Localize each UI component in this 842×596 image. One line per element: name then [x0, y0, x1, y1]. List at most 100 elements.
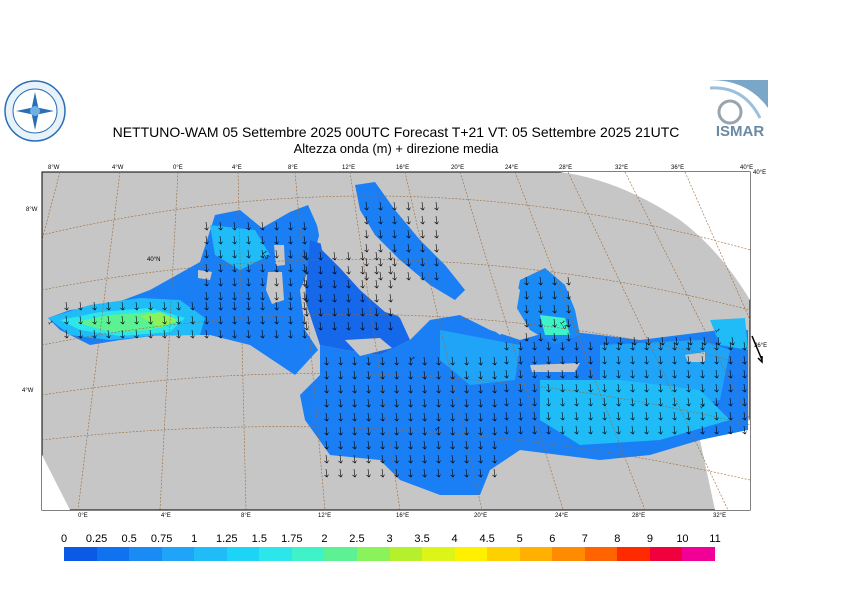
direction-arrow [408, 370, 413, 380]
direction-arrow [204, 291, 209, 301]
land-greece [470, 270, 520, 335]
direction-arrow [378, 243, 383, 253]
direction-arrow [260, 277, 265, 287]
direction-arrow [318, 279, 323, 289]
colorbar-swatch [682, 547, 716, 561]
colorbar-label: 1.5 [251, 533, 267, 545]
direction-arrow [728, 411, 733, 421]
direction-arrow [288, 221, 293, 231]
direction-arrow [232, 221, 237, 231]
sea-tyrrhenian [305, 240, 410, 355]
direction-arrow [450, 412, 455, 422]
direction-arrow [380, 412, 385, 422]
direction-arrow [700, 383, 705, 393]
direction-arrow [742, 383, 747, 393]
contour-label: 1 [408, 356, 415, 362]
direction-arrow [742, 355, 747, 365]
direction-arrow [346, 321, 351, 331]
direction-arrow [274, 315, 279, 325]
direction-arrow [700, 355, 705, 365]
direction-arrow [560, 425, 565, 435]
direction-arrow [148, 329, 153, 339]
direction-arrow [392, 201, 397, 211]
direction-arrow [478, 426, 483, 436]
colorbar-label: 1.25 [216, 533, 238, 545]
direction-arrow [672, 425, 677, 435]
direction-arrow [478, 412, 483, 422]
direction-arrow [630, 341, 635, 351]
direction-arrow [644, 341, 649, 351]
direction-arrow [546, 341, 551, 351]
direction-arrow [700, 369, 705, 379]
direction-arrow [672, 369, 677, 379]
direction-arrow [436, 412, 441, 422]
direction-arrow [464, 370, 469, 380]
direction-arrow [218, 221, 223, 231]
colorbar-swatch [454, 547, 488, 561]
direction-arrow [106, 329, 111, 339]
direction-arrow [352, 398, 357, 408]
direction-arrow [302, 249, 307, 259]
direction-arrow [686, 425, 691, 435]
direction-arrow [408, 356, 413, 366]
direction-arrow [388, 307, 393, 317]
direction-arrow [422, 370, 427, 380]
direction-arrow [630, 355, 635, 365]
direction-arrow [644, 411, 649, 421]
direction-arrow [436, 356, 441, 366]
direction-arrow [302, 291, 307, 301]
direction-arrow [374, 265, 379, 275]
direction-arrow [434, 257, 439, 267]
contour-label: 1.5 [558, 320, 568, 331]
contour-label: 1.5 [260, 250, 270, 261]
direction-arrow [360, 321, 365, 331]
direction-arrow [332, 293, 337, 303]
direction-arrow [318, 321, 323, 331]
direction-arrow [392, 271, 397, 281]
direction-arrow [464, 398, 469, 408]
direction-arrow [422, 384, 427, 394]
direction-arrow [190, 329, 195, 339]
direction-arrow [162, 301, 167, 311]
direction-arrow [246, 221, 251, 231]
direction-arrow [492, 412, 497, 422]
direction-arrow [274, 291, 279, 301]
direction-arrow [658, 425, 663, 435]
direction-arrow [366, 412, 371, 422]
direction-arrow [630, 383, 635, 393]
direction-arrow [352, 370, 357, 380]
direction-arrow [532, 425, 537, 435]
direction-arrow [162, 315, 167, 325]
direction-arrow [232, 329, 237, 339]
direction-arrow [204, 235, 209, 245]
direction-arrow [318, 251, 323, 261]
direction-arrow [288, 249, 293, 259]
direction-arrow [380, 370, 385, 380]
direction-arrow [260, 249, 265, 259]
direction-arrow [616, 341, 621, 351]
colorbar-swatch [194, 547, 228, 561]
direction-arrow [478, 356, 483, 366]
direction-arrow [304, 265, 309, 275]
lon-label-top: 40°E [740, 165, 753, 171]
direction-arrow [338, 398, 343, 408]
colorbar-swatch [64, 547, 98, 561]
direction-arrow [246, 301, 251, 311]
direction-arrow [232, 277, 237, 287]
direction-arrow [602, 355, 607, 365]
direction-arrow [574, 397, 579, 407]
direction-arrow [450, 356, 455, 366]
direction-arrow [660, 336, 665, 346]
colorbar-swatch [422, 547, 456, 561]
direction-arrow [672, 341, 677, 351]
lon-label-bottom: 0°E [78, 513, 88, 519]
direction-arrow [524, 304, 529, 314]
direction-arrow [552, 276, 557, 286]
direction-arrow [380, 384, 385, 394]
direction-arrow [588, 355, 593, 365]
direction-arrow [546, 397, 551, 407]
direction-arrow [352, 454, 357, 464]
lat-label-right-2: 36°E [754, 343, 767, 349]
direction-arrow [408, 384, 413, 394]
direction-arrow [450, 426, 455, 436]
